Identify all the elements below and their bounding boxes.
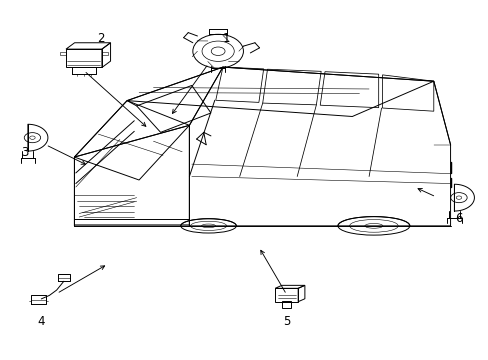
Text: 1: 1: [222, 32, 229, 45]
Bar: [275, 288, 298, 302]
Text: 6: 6: [454, 212, 462, 225]
Bar: [282, 301, 291, 308]
Text: 2: 2: [97, 32, 104, 45]
Text: 5: 5: [283, 315, 290, 328]
Text: 4: 4: [37, 315, 44, 328]
Bar: [102, 52, 107, 55]
Bar: [60, 52, 66, 55]
Text: 3: 3: [21, 146, 29, 159]
